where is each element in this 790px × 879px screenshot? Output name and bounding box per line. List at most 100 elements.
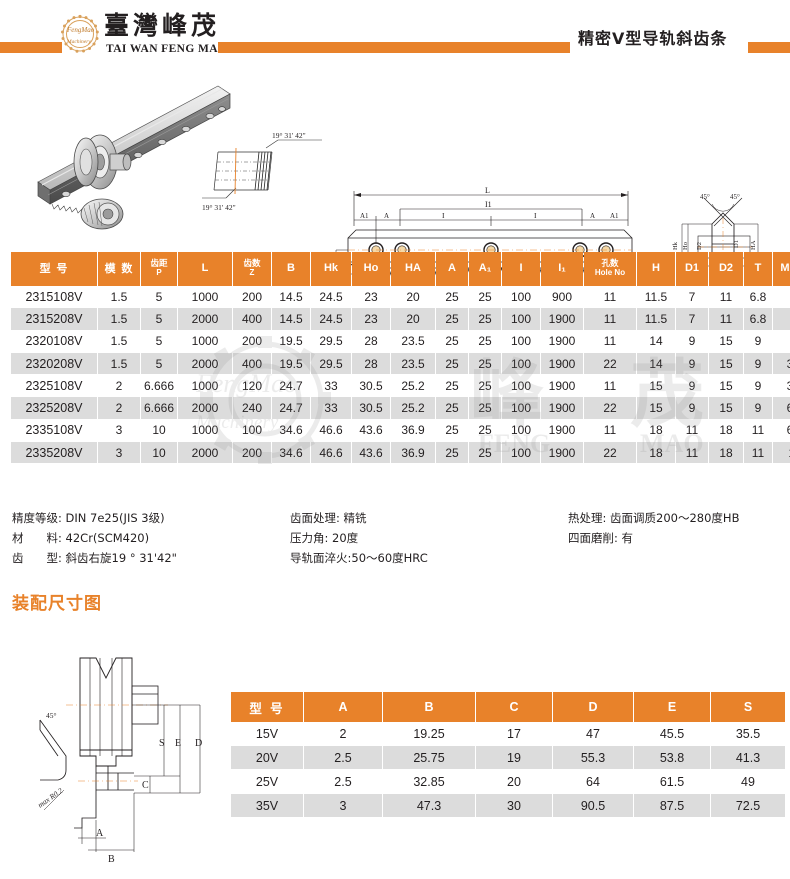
dim-cell-A: 2 (304, 722, 382, 746)
note-rail-quenching: 导轨面淬火:50～60度HRC (290, 551, 428, 565)
cell-mass: 2 (773, 330, 790, 353)
angle-label-right: 45° (730, 193, 740, 201)
cell-model: 2325208V (11, 397, 97, 420)
dim-cell-B: 32.85 (383, 770, 475, 794)
cell-hole-no: 22 (584, 442, 636, 465)
page-header: FengMao Machinery 臺灣峰茂 TAI WAN FENG MAO … (0, 0, 790, 62)
cell-T: 9 (744, 397, 772, 420)
dim-cell-B: 25.75 (383, 746, 475, 770)
cell-A1: 25 (469, 419, 501, 443)
technical-drawings-strip: 19° 31' 42" 19° 31' 42" (0, 64, 790, 298)
dim-cell-model: 35V (231, 794, 303, 818)
col-header-teeth: 齿数 Z (233, 252, 271, 286)
cell-A1: 25 (469, 308, 501, 331)
dim-cell-C: 17 (476, 722, 552, 746)
cell-A: 25 (436, 308, 468, 331)
assembly-label-A: A (96, 828, 104, 839)
cell-T: 9 (744, 352, 772, 376)
cell-D2: 11 (709, 308, 743, 331)
table-row: 35V 3 47.3 30 90.5 87.5 72.5 (231, 794, 785, 818)
cell-A: 25 (436, 330, 468, 353)
dim-cell-S: 49 (711, 770, 785, 794)
cell-module: 2 (98, 397, 140, 420)
cell-Ho: 30.5 (352, 375, 390, 398)
header-accent-bar-middle (218, 42, 570, 53)
cell-I1: 1900 (541, 308, 583, 331)
cell-teeth: 120 (233, 375, 271, 398)
col-header-A: A (436, 252, 468, 286)
dim-cell-E: 61.5 (634, 770, 710, 794)
specification-notes: 精度等级: DIN 7e25(JIS 3级) 材 料: 42Cr(SCM420)… (0, 508, 790, 574)
dim-label-I-right: I (534, 211, 537, 220)
dim-cell-S: 72.5 (711, 794, 785, 818)
cell-HA: 23.5 (391, 352, 435, 376)
cell-A: 25 (436, 442, 468, 465)
dim-col-header-model: 型 号 (231, 692, 303, 722)
cell-HA: 20 (391, 308, 435, 331)
cell-I: 100 (502, 397, 540, 420)
cell-I: 100 (502, 308, 540, 331)
dim-cell-C: 20 (476, 770, 552, 794)
cell-pitch: 5 (141, 286, 177, 309)
cell-Hk: 33 (311, 375, 351, 398)
note-accuracy-grade: 精度等级: DIN 7e25(JIS 3级) (12, 511, 165, 525)
brand-name-chinese: 臺灣峰茂 (104, 11, 221, 40)
dim-cell-S: 35.5 (711, 722, 785, 746)
dim-cell-B: 19.25 (383, 722, 475, 746)
cell-hole-no: 11 (584, 286, 636, 309)
note-tooth-surface-treatment: 齿面处理: 精铣 (290, 511, 367, 525)
cell-length: 2000 (178, 397, 232, 420)
col-header-model: 型 号 (11, 252, 97, 286)
cell-pitch: 5 (141, 330, 177, 353)
dim-label-A-left: A (384, 212, 389, 220)
cell-model: 2315208V (11, 308, 97, 331)
cell-H: 14 (637, 330, 675, 353)
cell-teeth: 400 (233, 308, 271, 331)
dim-cell-A: 2.5 (304, 746, 382, 770)
cell-pitch: 10 (141, 442, 177, 465)
col-header-B: B (272, 252, 310, 286)
cell-I: 100 (502, 442, 540, 465)
table-row: 25V 2.5 32.85 20 64 61.5 49 (231, 770, 785, 794)
cell-D2: 18 (709, 442, 743, 465)
dim-cell-E: 53.8 (634, 746, 710, 770)
col-header-Hk: Hk (311, 252, 351, 286)
cell-D1: 9 (676, 397, 708, 420)
assembly-section: 45° max R0.2 S E D C (0, 630, 790, 870)
dim-cell-model: 15V (231, 722, 303, 746)
cell-D1: 7 (676, 286, 708, 309)
dim-cell-B: 47.3 (383, 794, 475, 818)
cell-B: 34.6 (272, 419, 310, 443)
assembly-angle-label: 45° (46, 711, 57, 720)
cell-mass: 13 (773, 442, 790, 465)
cell-length: 1000 (178, 330, 232, 353)
note-material: 材 料: 42Cr(SCM420) (12, 531, 150, 545)
table-row: 2325108V 2 6.666 1000 120 24.7 33 30.5 25.2 25 25 1… (11, 375, 790, 398)
cell-Ho: 43.6 (352, 419, 390, 443)
cell-T: 6.8 (744, 308, 772, 331)
table-row: 2320108V 1.5 5 1000 200 19.5 29.5 28 23.5 25 25 100… (11, 330, 790, 353)
angle-label-left: 45° (700, 193, 710, 201)
cell-I1: 1900 (541, 397, 583, 420)
cell-A1: 25 (469, 375, 501, 398)
cell-I: 100 (502, 352, 540, 376)
cell-model: 2335108V (11, 419, 97, 443)
cell-A1: 25 (469, 330, 501, 353)
dim-col-header-A: A (304, 692, 382, 722)
cell-mass: 3.9 (773, 352, 790, 376)
dim-col-header-D: D (553, 692, 633, 722)
cell-D2: 18 (709, 419, 743, 443)
cell-Hk: 29.5 (311, 330, 351, 353)
isometric-rack-pinion-drawing (18, 64, 278, 239)
notes-column-1: 精度等级: DIN 7e25(JIS 3级) 材 料: 42Cr(SCM420)… (12, 508, 177, 568)
cell-Hk: 46.6 (311, 442, 351, 465)
cell-A: 25 (436, 352, 468, 376)
dim-label-I-left: I (442, 211, 445, 220)
dim-label-I1: I1 (485, 200, 492, 209)
cell-D1: 7 (676, 308, 708, 331)
cell-model: 2325108V (11, 375, 97, 398)
cell-D2: 11 (709, 286, 743, 309)
cell-teeth: 100 (233, 419, 271, 443)
dim-cell-C: 30 (476, 794, 552, 818)
cell-hole-no: 22 (584, 352, 636, 376)
